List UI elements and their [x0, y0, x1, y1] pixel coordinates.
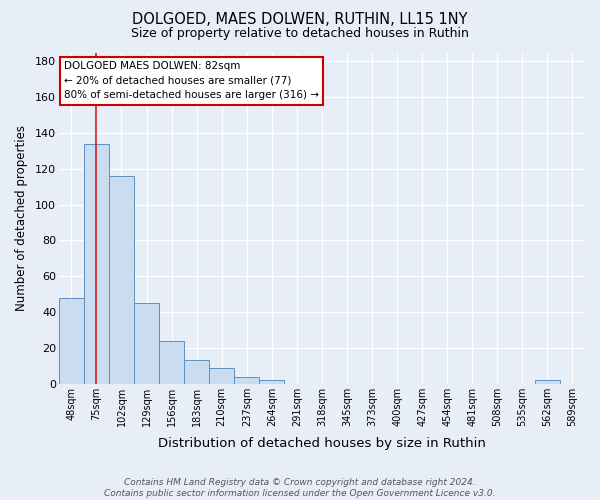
Text: DOLGOED, MAES DOLWEN, RUTHIN, LL15 1NY: DOLGOED, MAES DOLWEN, RUTHIN, LL15 1NY: [132, 12, 468, 28]
Bar: [109, 176, 134, 384]
Text: DOLGOED MAES DOLWEN: 82sqm
← 20% of detached houses are smaller (77)
80% of semi: DOLGOED MAES DOLWEN: 82sqm ← 20% of deta…: [64, 61, 319, 100]
Bar: [209, 368, 234, 384]
Text: Size of property relative to detached houses in Ruthin: Size of property relative to detached ho…: [131, 28, 469, 40]
Bar: [234, 376, 259, 384]
Bar: [259, 380, 284, 384]
Bar: [535, 380, 560, 384]
Text: Contains HM Land Registry data © Crown copyright and database right 2024.
Contai: Contains HM Land Registry data © Crown c…: [104, 478, 496, 498]
X-axis label: Distribution of detached houses by size in Ruthin: Distribution of detached houses by size …: [158, 437, 486, 450]
Bar: [159, 341, 184, 384]
Bar: [84, 144, 109, 384]
Y-axis label: Number of detached properties: Number of detached properties: [15, 125, 28, 311]
Bar: [184, 360, 209, 384]
Bar: [134, 303, 159, 384]
Bar: [59, 298, 84, 384]
